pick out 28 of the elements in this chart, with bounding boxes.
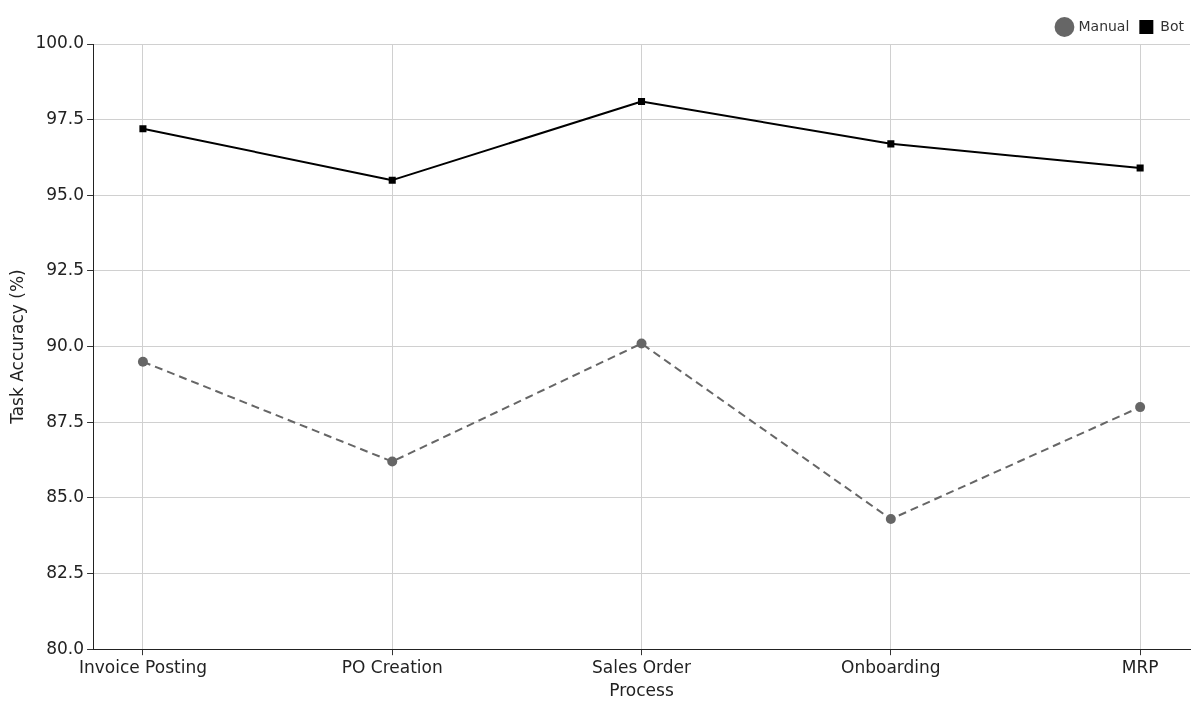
point: [387, 456, 398, 467]
point: [885, 514, 896, 525]
y-axis-title: Task Accuracy (%): [6, 269, 27, 425]
point: [887, 140, 895, 148]
point: [1135, 402, 1146, 413]
point: [139, 125, 147, 133]
x-axis-title: Process: [609, 680, 674, 701]
y-tick-label: 95.0: [46, 183, 85, 204]
point: [636, 338, 647, 349]
x-tick-label: Sales Order: [592, 656, 692, 677]
point: [1136, 164, 1144, 172]
y-tick-label: 87.5: [46, 410, 85, 431]
point: [388, 176, 396, 184]
y-tick-label: 92.5: [46, 259, 85, 280]
x-tick-label: PO Creation: [341, 656, 443, 677]
y-tick-label: 100.0: [35, 32, 85, 53]
point: [137, 356, 148, 367]
legend-label: Bot: [1160, 17, 1185, 34]
x-tick-label: Onboarding: [841, 656, 941, 677]
y-tick-label: 90.0: [46, 335, 85, 356]
y-tick-label: 80.0: [46, 637, 85, 658]
y-tick-label: 85.0: [46, 486, 85, 507]
point: [638, 97, 646, 106]
x-tick-label: MRP: [1121, 656, 1159, 677]
x-tick-label: Invoice Posting: [78, 656, 207, 677]
y-tick-label: 97.5: [46, 108, 85, 129]
legend-label: Manual: [1078, 17, 1130, 34]
y-tick-label: 82.5: [46, 561, 85, 582]
